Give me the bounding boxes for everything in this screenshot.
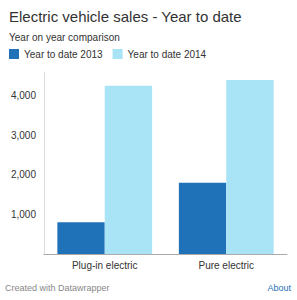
- svg-text:About: About: [267, 283, 291, 293]
- svg-text:4,000: 4,000: [11, 90, 36, 101]
- svg-text:2,000: 2,000: [11, 169, 36, 180]
- svg-text:Pure electric: Pure electric: [198, 260, 254, 271]
- svg-text:3,000: 3,000: [11, 130, 36, 141]
- svg-text:Year to date 2013: Year to date 2013: [24, 49, 103, 60]
- svg-text:Year on year comparison: Year on year comparison: [9, 32, 120, 43]
- svg-text:Plug-in electric: Plug-in electric: [72, 260, 138, 271]
- svg-text:Electric vehicle sales - Year: Electric vehicle sales - Year to date: [9, 8, 242, 25]
- svg-text:Year to date 2014: Year to date 2014: [128, 49, 207, 60]
- svg-text:Created with Datawrapper: Created with Datawrapper: [5, 283, 110, 293]
- svg-text:1,000: 1,000: [11, 209, 36, 220]
